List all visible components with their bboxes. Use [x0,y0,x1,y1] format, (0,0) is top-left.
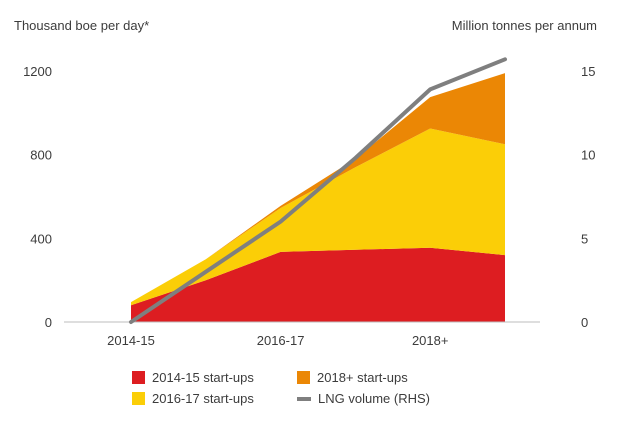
legend-item: LNG volume (RHS) [297,390,430,406]
y-tick-label-left: 0 [45,315,52,330]
legend-label: LNG volume (RHS) [318,391,430,407]
legend-label: 2018+ start-ups [317,370,408,386]
y-tick-label-right: 5 [581,231,588,246]
legend-label: 2016-17 start-ups [152,391,254,407]
line-series [129,57,507,324]
legend-swatch [132,392,145,406]
y-tick-label-right: 0 [581,315,588,330]
chart-canvas: 0 400 800 1200 0 5 10 15 2014-15 2016-17 2018+ [23,57,595,348]
y-axis-left-title: Thousand boe per day* [14,18,150,33]
x-tick-label: 2018+ [412,333,449,348]
legend-item: 2016-17 start-ups [132,390,254,406]
legend-swatch [297,396,311,401]
y-tick-label-left: 1200 [23,64,52,79]
legend-item: 2018+ start-ups [297,369,408,385]
area-series [131,247,505,322]
area-series [131,73,505,303]
legend-item: 2014-15 start-ups [132,369,254,385]
legend-swatch [132,371,145,385]
y-tick-label-right: 10 [581,148,595,163]
y-tick-label-right: 15 [581,64,595,79]
x-tick-label: 2016-17 [257,333,305,348]
legend-label: 2014-15 start-ups [152,370,254,386]
y-tick-label-left: 400 [30,231,52,246]
legend-swatch [297,371,310,385]
y-tick-label-left: 800 [30,148,52,163]
y-axis-right-title: Million tonnes per annum [451,18,597,33]
x-tick-label: 2014-15 [107,333,155,348]
